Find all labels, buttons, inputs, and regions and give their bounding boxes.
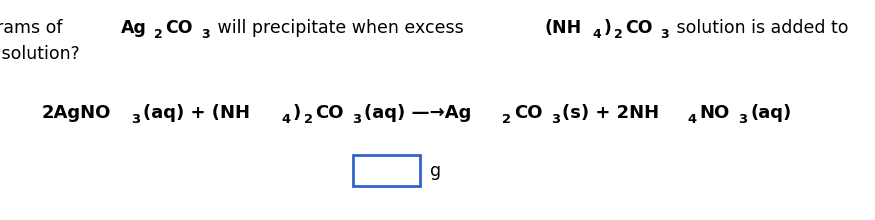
- Text: CO: CO: [315, 104, 344, 122]
- Text: 3: 3: [661, 28, 669, 41]
- Text: 2: 2: [304, 113, 312, 126]
- Text: 3: 3: [738, 113, 747, 126]
- Text: (aq) —→Ag: (aq) —→Ag: [364, 104, 471, 122]
- Text: solution?: solution?: [0, 45, 80, 63]
- Text: ): ): [604, 19, 612, 37]
- Text: (NH: (NH: [544, 19, 581, 37]
- Text: NO: NO: [699, 104, 730, 122]
- Text: 4: 4: [282, 113, 290, 126]
- Text: How many grams of: How many grams of: [0, 19, 68, 37]
- Text: 2: 2: [154, 28, 163, 41]
- Text: 3: 3: [550, 113, 560, 126]
- Text: 4: 4: [592, 28, 601, 41]
- Text: 3: 3: [352, 113, 361, 126]
- Bar: [354, 155, 420, 187]
- Text: 3: 3: [131, 113, 141, 126]
- Text: g: g: [430, 162, 442, 180]
- Text: 3: 3: [201, 28, 210, 41]
- Text: 4: 4: [688, 113, 696, 126]
- Text: CO: CO: [625, 19, 653, 37]
- Text: (s) + 2NH: (s) + 2NH: [563, 104, 660, 122]
- Text: Ag: Ag: [121, 19, 147, 37]
- Text: 2AgNO: 2AgNO: [42, 104, 111, 122]
- Text: (aq) + (NH: (aq) + (NH: [144, 104, 250, 122]
- Text: will precipitate when excess: will precipitate when excess: [212, 19, 469, 37]
- Text: (aq): (aq): [750, 104, 792, 122]
- Text: CO: CO: [165, 19, 193, 37]
- Text: 2: 2: [502, 113, 511, 126]
- Text: 2: 2: [613, 28, 622, 41]
- Text: CO: CO: [514, 104, 542, 122]
- Text: ): ): [293, 104, 301, 122]
- Text: solution is added to: solution is added to: [671, 19, 855, 37]
